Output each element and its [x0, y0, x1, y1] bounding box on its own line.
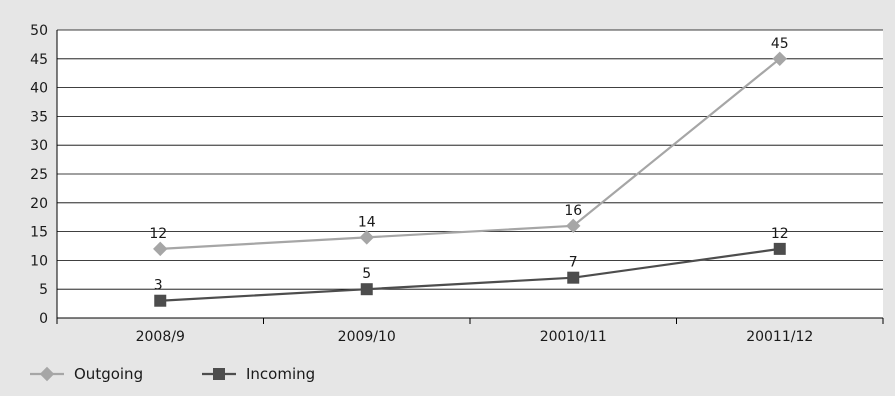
y-tick-label-45: 45 — [30, 52, 48, 68]
outgoing-point-0 — [153, 241, 168, 257]
outgoing-data-label-2: 16 — [564, 203, 582, 219]
y-tick-label-35: 35 — [30, 109, 48, 125]
legend-label-outgoing: Outgoing — [74, 365, 143, 383]
outgoing-data-label-0: 12 — [149, 226, 167, 242]
x-tick-label-2: 20010/11 — [540, 329, 607, 345]
outgoing-data-label-1: 14 — [358, 214, 376, 230]
incoming-series-line — [160, 247, 780, 302]
y-tick-label-50: 50 — [30, 23, 48, 39]
incoming-data-label-2: 7 — [569, 255, 578, 271]
incoming-data-label-1: 5 — [362, 266, 371, 282]
x-tick-label-1: 2009/10 — [338, 329, 396, 345]
x-tick-label-3: 20011/12 — [746, 329, 813, 345]
legend-marker-incoming — [213, 368, 225, 380]
legend-label-incoming: Incoming — [246, 365, 315, 383]
legend-marker-outgoing — [39, 366, 55, 382]
outgoing-point-3 — [772, 51, 787, 67]
incoming-point-0 — [154, 294, 167, 307]
y-tick-label-15: 15 — [30, 225, 48, 241]
y-tick-label-40: 40 — [30, 81, 48, 97]
outgoing-point-1 — [359, 230, 374, 245]
outgoing-data-label-3: 45 — [771, 36, 789, 52]
y-tick-label-25: 25 — [30, 167, 48, 183]
incoming-point-2 — [567, 271, 580, 284]
y-tick-label-0: 0 — [39, 311, 48, 327]
incoming-point-3 — [773, 242, 786, 255]
incoming-data-label-0: 3 — [154, 278, 163, 294]
y-tick-label-10: 10 — [30, 253, 48, 269]
x-tick-label-0: 2008/9 — [136, 329, 185, 345]
incoming-point-1 — [360, 283, 373, 296]
y-tick-label-5: 5 — [39, 282, 48, 298]
outgoing-point-2 — [566, 218, 581, 234]
y-tick-label-20: 20 — [30, 196, 48, 212]
y-tick-label-30: 30 — [30, 138, 48, 154]
incoming-data-label-3: 12 — [771, 226, 789, 242]
outgoing-series-line — [160, 57, 781, 250]
